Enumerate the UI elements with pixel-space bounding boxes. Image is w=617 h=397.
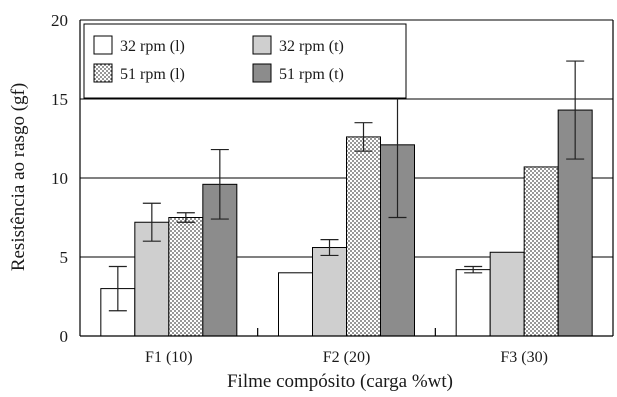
- legend-label: 32 rpm (t): [279, 38, 344, 55]
- x-tick-label: F1 (10): [145, 349, 193, 366]
- tick-labels: 0 5 10 15 20: [51, 11, 68, 346]
- legend-box: [83, 23, 407, 99]
- bar: [489, 251, 525, 337]
- y-tick-label: 10: [51, 169, 68, 188]
- bar: [523, 166, 559, 337]
- error-bar: [464, 265, 483, 274]
- bars: [100, 109, 593, 337]
- legend-label: 32 rpm (l): [120, 38, 185, 55]
- bar: [312, 247, 347, 337]
- y-axis-title: Resistência ao rasgo (gf): [8, 83, 29, 271]
- legend-swatch: [93, 35, 113, 55]
- error-bar: [176, 212, 195, 223]
- x-tick-label: F3 (30): [500, 349, 548, 366]
- bar: [455, 269, 491, 337]
- error-bar: [354, 122, 373, 152]
- legend-label: 51 rpm (l): [120, 66, 185, 83]
- y-tick-label: 5: [60, 248, 69, 267]
- error-bar: [320, 239, 339, 257]
- y-tick-label: 20: [51, 11, 68, 30]
- bar: [168, 217, 204, 337]
- error-bar: [142, 202, 161, 242]
- bar: [278, 272, 313, 337]
- legend-swatch: [252, 35, 272, 55]
- x-axis-title: Filme compósito (carga %wt): [227, 371, 453, 392]
- legend: 32 rpm (l) 32 rpm (t) 51 rpm (l) 51 rpm (t): [83, 23, 407, 99]
- bar: [346, 136, 381, 337]
- x-tick-label: F2 (20): [323, 349, 371, 366]
- error-bar: [108, 265, 127, 312]
- error-bar: [210, 148, 229, 220]
- y-tick-label: 0: [60, 327, 69, 346]
- legend-label: 51 rpm (t): [279, 66, 344, 83]
- category-labels: F1 (10) F2 (20) F3 (30): [145, 349, 548, 366]
- legend-swatch: [93, 63, 113, 83]
- legend-swatch: [252, 63, 272, 83]
- error-bar: [566, 60, 585, 160]
- axes: [79, 20, 614, 337]
- y-tick-label: 15: [51, 90, 68, 109]
